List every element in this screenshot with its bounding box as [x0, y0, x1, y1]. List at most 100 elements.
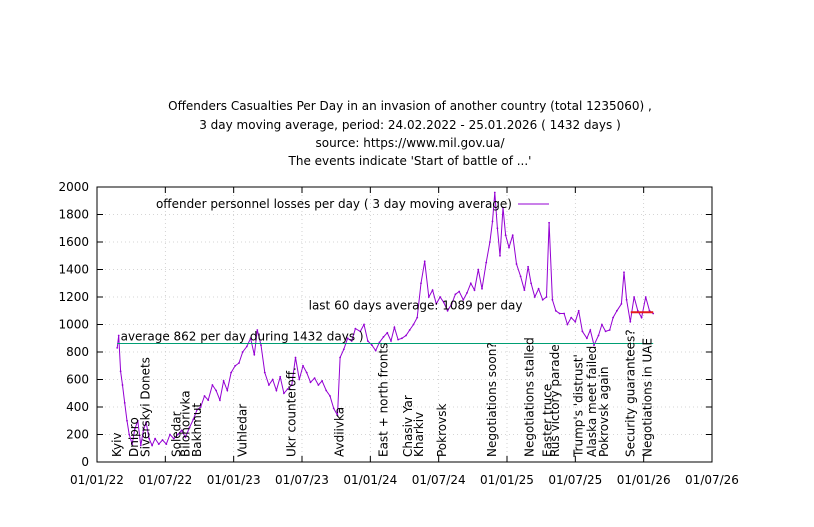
data-point [548, 221, 550, 224]
data-point [640, 316, 643, 319]
data-point [446, 309, 449, 312]
data-point [431, 289, 434, 291]
data-point [574, 320, 577, 323]
data-point [139, 444, 142, 447]
y-tick-label: 800 [66, 345, 89, 359]
y-tick-label: 1600 [58, 235, 89, 249]
data-point [309, 381, 312, 384]
y-tick-label: 1000 [58, 318, 89, 332]
data-point [648, 309, 651, 312]
data-point [226, 389, 229, 392]
event-label: Pokrovsk again [597, 367, 611, 458]
data-point [366, 340, 369, 342]
data-point [180, 429, 183, 432]
data-point [230, 371, 233, 374]
data-point [332, 407, 335, 410]
grid-lines [97, 187, 712, 462]
data-point [515, 263, 518, 265]
data-point [489, 241, 491, 243]
data-point [397, 338, 399, 341]
data-point [570, 316, 573, 319]
data-point [491, 220, 494, 223]
x-tick-label: 01/07/26 [685, 473, 739, 487]
event-label: Trump's 'distrust' [572, 354, 586, 458]
data-point [371, 344, 373, 346]
x-tick-label: 01/01/26 [617, 473, 671, 487]
data-point [629, 320, 632, 323]
data-point [633, 296, 635, 298]
x-tick-label: 01/07/22 [138, 473, 192, 487]
data-point [420, 282, 422, 285]
data-point [117, 334, 120, 337]
event-label: Kharkiv [412, 412, 426, 457]
data-point [283, 392, 285, 395]
data-point [427, 296, 430, 298]
data-point [523, 289, 526, 291]
data-point [577, 309, 580, 312]
data-point [354, 327, 357, 330]
data-point [271, 378, 274, 381]
data-point [601, 323, 603, 326]
event-label: Dnipro [127, 417, 141, 457]
x-tick-label: 01/01/24 [343, 473, 397, 487]
legend-label: offender personnel losses per day ( 3 da… [156, 197, 512, 211]
event-label: East + north fronts [377, 343, 391, 457]
data-point [161, 439, 164, 441]
data-point [382, 336, 385, 338]
data-point [462, 298, 465, 301]
x-tick-label: 01/01/23 [207, 473, 261, 487]
data-point [121, 384, 124, 386]
data-point [305, 371, 308, 374]
data-point [165, 443, 168, 445]
data-point [298, 378, 301, 381]
data-point [416, 316, 419, 319]
data-point [593, 344, 595, 346]
data-point [260, 344, 262, 346]
data-point [508, 246, 510, 249]
data-point [142, 429, 145, 432]
data-point [207, 399, 210, 401]
data-point [623, 271, 625, 274]
data-point [199, 406, 202, 408]
y-tick-label: 200 [66, 428, 89, 442]
data-point [604, 330, 607, 333]
data-point [133, 428, 136, 430]
event-label: Kyiv [110, 432, 124, 457]
data-point [612, 316, 614, 319]
data-point [563, 312, 565, 315]
last-60-days-annotation: last 60 days average: 1089 per day [309, 298, 523, 312]
data-point [499, 254, 501, 257]
data-point [234, 364, 237, 367]
data-point [616, 309, 618, 312]
data-point [317, 384, 320, 386]
data-point [401, 337, 403, 340]
data-point [238, 362, 240, 364]
data-point [172, 437, 175, 440]
data-point [339, 356, 341, 359]
data-point [249, 337, 252, 340]
data-point [268, 384, 270, 386]
data-point [412, 323, 415, 326]
data-point [386, 331, 389, 334]
data-point [126, 419, 128, 422]
event-label: Negotiations soon? [485, 342, 499, 457]
data-point [329, 395, 331, 397]
data-point [342, 348, 345, 351]
data-point [533, 296, 536, 298]
data-point [504, 234, 507, 237]
data-point [481, 287, 483, 290]
data-point [439, 296, 441, 298]
event-label: Security guarantees? [623, 329, 637, 457]
data-point [454, 293, 457, 296]
data-point [157, 443, 160, 445]
data-point [473, 289, 476, 291]
data-point [128, 433, 131, 436]
event-label: Easter truce [541, 384, 555, 457]
data-point [466, 292, 468, 294]
title-line-4: The events indicate 'Start of battle of … [288, 154, 532, 168]
data-point [551, 298, 554, 301]
data-point [302, 364, 304, 367]
data-point [545, 296, 548, 298]
data-point [325, 389, 328, 392]
event-label: Vuhledar [236, 404, 250, 457]
